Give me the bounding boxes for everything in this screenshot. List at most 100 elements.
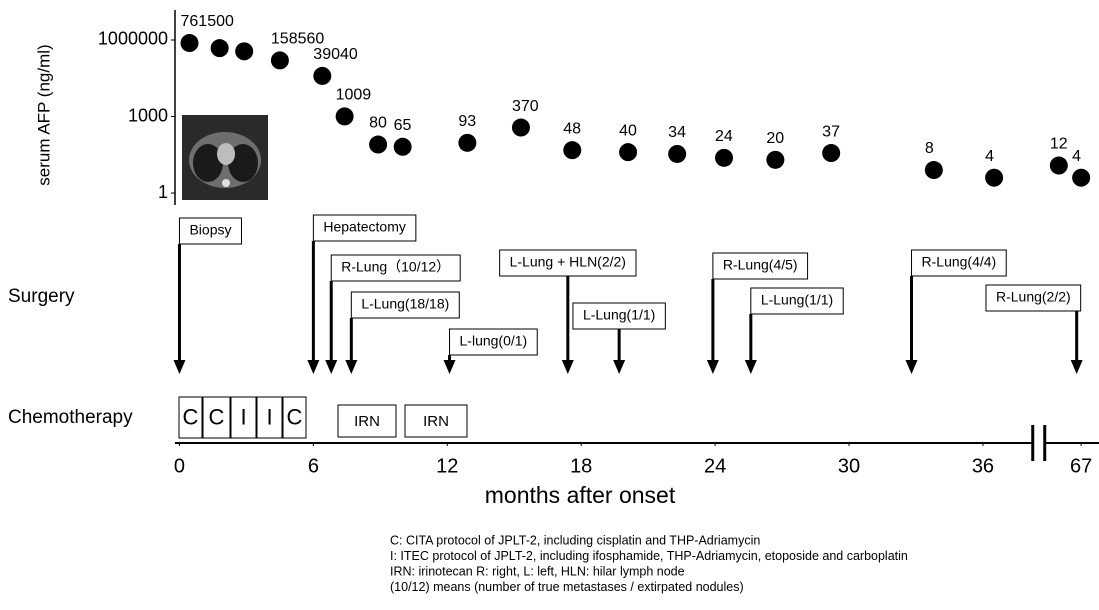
surgery-text: R-Lung(4/4) xyxy=(922,254,997,270)
data-label: 65 xyxy=(394,117,412,134)
surgery-text: L-Lung + HLN(2/2) xyxy=(510,254,626,270)
x-tick-label: 67 xyxy=(1070,455,1092,477)
y-tick-label: 1000 xyxy=(128,105,168,125)
x-tick-label: 12 xyxy=(436,455,458,477)
data-label: 4 xyxy=(985,148,994,165)
note: C: CITA protocol of JPLT-2, including ci… xyxy=(390,533,760,547)
data-label: 24 xyxy=(715,128,733,145)
arrow-head xyxy=(325,360,338,374)
data-label: 37 xyxy=(822,123,840,140)
arrow-head xyxy=(561,360,574,374)
surgery-box xyxy=(750,287,844,315)
x-tick-label: 24 xyxy=(704,455,726,477)
note: IRN: irinotecan R: right, L: left, HLN: … xyxy=(390,564,685,578)
data-label: 40 xyxy=(619,122,637,139)
data-point xyxy=(1072,168,1091,187)
data-point xyxy=(393,137,412,156)
surgery-event: R-Lung(4/5) xyxy=(706,252,809,374)
surgery-box xyxy=(449,328,538,356)
chemo-text: I xyxy=(240,404,246,429)
surgery-event: L-Lung(1/1) xyxy=(744,287,844,374)
data-point xyxy=(313,66,332,85)
y-axis-label: serum AFP (ng/ml) xyxy=(34,44,53,185)
surgery-event: L-Lung(18/18) xyxy=(345,291,460,374)
surgery-event: Biopsy xyxy=(173,217,242,374)
chemo-box xyxy=(202,396,231,439)
data-label: 158560 xyxy=(271,31,324,48)
surgery-event: R-Lung（10/12） xyxy=(325,254,461,374)
surgery-text: L-Lung(1/1) xyxy=(583,307,655,323)
data-point xyxy=(766,150,785,169)
chemo-text: C xyxy=(183,404,199,429)
y-tick-label: 1000000 xyxy=(98,29,168,49)
arrow-head xyxy=(706,360,719,374)
data-point xyxy=(458,133,477,152)
data-point xyxy=(822,144,841,163)
data-label: 4 xyxy=(1072,148,1081,165)
surgery-label: Surgery xyxy=(8,286,75,307)
arrow-head xyxy=(307,360,320,374)
surgery-text: R-Lung(4/5) xyxy=(723,257,798,273)
arrow-head xyxy=(345,360,358,374)
surgery-event: L-Lung(1/1) xyxy=(572,302,666,374)
surgery-text: R-Lung（10/12） xyxy=(341,259,450,275)
x-tick-label: 30 xyxy=(838,455,860,477)
surgery-event: R-Lung(2/2) xyxy=(985,284,1083,374)
chemo-box xyxy=(256,396,283,439)
surgery-box xyxy=(350,291,460,319)
surgery-text: L-Lung(18/18) xyxy=(361,296,449,312)
data-point xyxy=(619,143,638,162)
x-axis-label: months after onset xyxy=(485,482,676,508)
data-point xyxy=(924,161,943,180)
data-point xyxy=(511,118,530,137)
note: (10/12) means (number of true metastases… xyxy=(390,580,744,594)
data-point xyxy=(985,168,1004,187)
data-label: 39040 xyxy=(313,46,358,63)
data-point xyxy=(335,107,354,126)
x-tick-label: 6 xyxy=(308,455,319,477)
arrow-head xyxy=(613,360,626,374)
chemo-box xyxy=(230,396,257,439)
data-point xyxy=(1049,156,1068,175)
chemo-text: IRN xyxy=(423,413,449,430)
y-tick-label: 1 xyxy=(158,182,168,202)
arrow-head xyxy=(1070,360,1083,374)
surgery-box xyxy=(178,217,242,245)
chemo-text: I xyxy=(266,404,272,429)
data-label: 48 xyxy=(563,120,581,137)
surgery-box xyxy=(330,254,461,282)
data-point xyxy=(369,135,388,154)
chemo-box xyxy=(178,396,203,439)
data-point xyxy=(210,39,229,58)
data-label: 370 xyxy=(512,98,539,115)
surgery-event: L-Lung + HLN(2/2) xyxy=(499,249,637,374)
surgery-text: L-lung(0/1) xyxy=(460,333,528,349)
surgery-box xyxy=(911,249,1007,277)
surgery-box xyxy=(712,252,809,280)
surgery-event: L-lung(0/1) xyxy=(443,328,538,374)
x-tick-label: 0 xyxy=(174,455,185,477)
data-point xyxy=(235,42,254,61)
data-label: 1009 xyxy=(336,87,372,104)
surgery-box xyxy=(312,214,417,242)
chemo-box xyxy=(282,396,307,439)
surgery-text: R-Lung(2/2) xyxy=(996,289,1071,305)
data-label: 20 xyxy=(766,130,784,147)
ct-thumbnail xyxy=(182,115,268,200)
x-tick-label: 18 xyxy=(570,455,592,477)
data-point xyxy=(668,144,687,163)
data-label: 93 xyxy=(458,113,476,130)
surgery-event: Hepatectomy xyxy=(307,214,417,374)
note: I: ITEC protocol of JPLT-2, including if… xyxy=(390,549,908,563)
chemo-text: C xyxy=(209,404,225,429)
surgery-box xyxy=(985,284,1082,312)
surgery-text: L-Lung(1/1) xyxy=(761,292,833,308)
data-label: 34 xyxy=(668,124,686,141)
chemo-text: C xyxy=(287,404,303,429)
data-label: 761500 xyxy=(181,13,234,30)
data-label: 80 xyxy=(369,115,387,132)
chemotherapy-label: Chemotherapy xyxy=(8,407,133,428)
surgery-event: R-Lung(4/4) xyxy=(905,249,1007,374)
